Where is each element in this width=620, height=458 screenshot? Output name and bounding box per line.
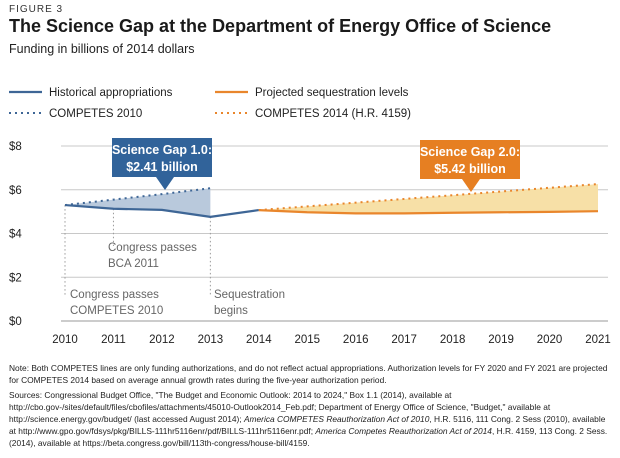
sources-text: Sources: Congressional Budget Office, "T… bbox=[9, 389, 613, 449]
callout-gap2-box bbox=[420, 140, 520, 192]
note-text: Note: Both COMPETES lines are only fundi… bbox=[9, 363, 608, 385]
callout-gap2-value: $5.42 billion bbox=[434, 162, 506, 176]
notes-section: Note: Both COMPETES lines are only fundi… bbox=[9, 362, 613, 452]
annotation-seq-line1: Sequestration bbox=[214, 289, 285, 301]
x-tick-label: 2013 bbox=[198, 334, 224, 346]
sources-part-a: Sources: Congressional Budget Office, "T… bbox=[9, 390, 551, 424]
callout-gap2: Science Gap 2.0: $5.42 billion bbox=[420, 140, 520, 192]
chart-title: The Science Gap at the Department of Ene… bbox=[9, 16, 552, 36]
annotation-competes-line2: COMPETES 2010 bbox=[70, 305, 163, 317]
gap1-area bbox=[65, 188, 211, 217]
x-tick-label: 2018 bbox=[440, 334, 466, 346]
series-line-historical-appropriations bbox=[64, 203, 259, 218]
sources-act-2014: America Competes Reauthorization Act of … bbox=[315, 426, 492, 436]
x-tick-label: 2019 bbox=[488, 334, 514, 346]
x-tick-label: 2016 bbox=[343, 334, 369, 346]
series-line-competes-2014-h-r-4159 bbox=[258, 183, 599, 212]
sources-act-2010: America COMPETES Reauthorization Act of … bbox=[243, 414, 430, 424]
x-tick-label: 2011 bbox=[101, 334, 126, 346]
y-tick-label: $4 bbox=[9, 229, 22, 241]
annotation-seq-line2: begins bbox=[214, 305, 248, 317]
legend-label-historical: Historical appropriations bbox=[49, 87, 173, 99]
callout-gap1-value: $2.41 billion bbox=[126, 160, 198, 174]
callout-gap1-box bbox=[112, 138, 212, 190]
chart-svg: Historical appropriations COMPETES 2010 … bbox=[9, 87, 611, 346]
axis-ticks: $0 $2 $4 $6 $8 2010 2011 2012 2013 2014 2015 2016 20… bbox=[9, 141, 611, 346]
annotation-bca-line2: BCA 2011 bbox=[108, 258, 159, 270]
series-line-competes-2010 bbox=[64, 187, 211, 207]
callout-gap1-title: Science Gap 1.0: bbox=[112, 143, 212, 157]
legend-label-competes2014: COMPETES 2014 (H.R. 4159) bbox=[255, 108, 411, 120]
legend-label-sequestration: Projected sequestration levels bbox=[255, 87, 409, 99]
figure-label: FIGURE 3 bbox=[9, 4, 64, 15]
y-tick-label: $2 bbox=[9, 272, 22, 284]
y-tick-label: $8 bbox=[9, 141, 22, 153]
x-tick-label: 2010 bbox=[52, 334, 78, 346]
annotation-guides bbox=[64, 205, 211, 296]
x-tick-label: 2014 bbox=[246, 334, 272, 346]
callout-gap1: Science Gap 1.0: $2.41 billion bbox=[112, 138, 212, 190]
y-tick-label: $6 bbox=[9, 185, 22, 197]
legend-label-competes2010: COMPETES 2010 bbox=[49, 108, 142, 120]
series-line-projected-sequestration-levels bbox=[258, 208, 599, 215]
legend: Historical appropriations COMPETES 2010 … bbox=[9, 87, 411, 120]
sources-part-e: , H.R. 4159, 113 Cong. 2 Sess. (2014), a… bbox=[9, 426, 608, 448]
x-tick-label: 2012 bbox=[149, 334, 175, 346]
x-tick-label: 2021 bbox=[585, 334, 611, 346]
y-tick-label: $0 bbox=[9, 316, 22, 328]
gap2-area bbox=[258, 184, 598, 214]
annotation-bca-line1: Congress passes bbox=[108, 242, 197, 254]
gap-areas bbox=[65, 184, 598, 217]
series-lines bbox=[64, 183, 599, 218]
callout-gap2-title: Science Gap 2.0: bbox=[420, 145, 520, 159]
x-tick-label: 2017 bbox=[391, 334, 417, 346]
annotations: Congress passes BCA 2011 Congress passes… bbox=[70, 242, 285, 317]
annotation-competes-line1: Congress passes bbox=[70, 289, 159, 301]
x-tick-label: 2020 bbox=[537, 334, 563, 346]
x-tick-label: 2015 bbox=[294, 334, 320, 346]
sources-part-c: , H.R. 5116, 111 Cong. 2 Sess (2010), av… bbox=[9, 414, 606, 436]
chart-subtitle: Funding in billions of 2014 dollars bbox=[9, 42, 195, 56]
